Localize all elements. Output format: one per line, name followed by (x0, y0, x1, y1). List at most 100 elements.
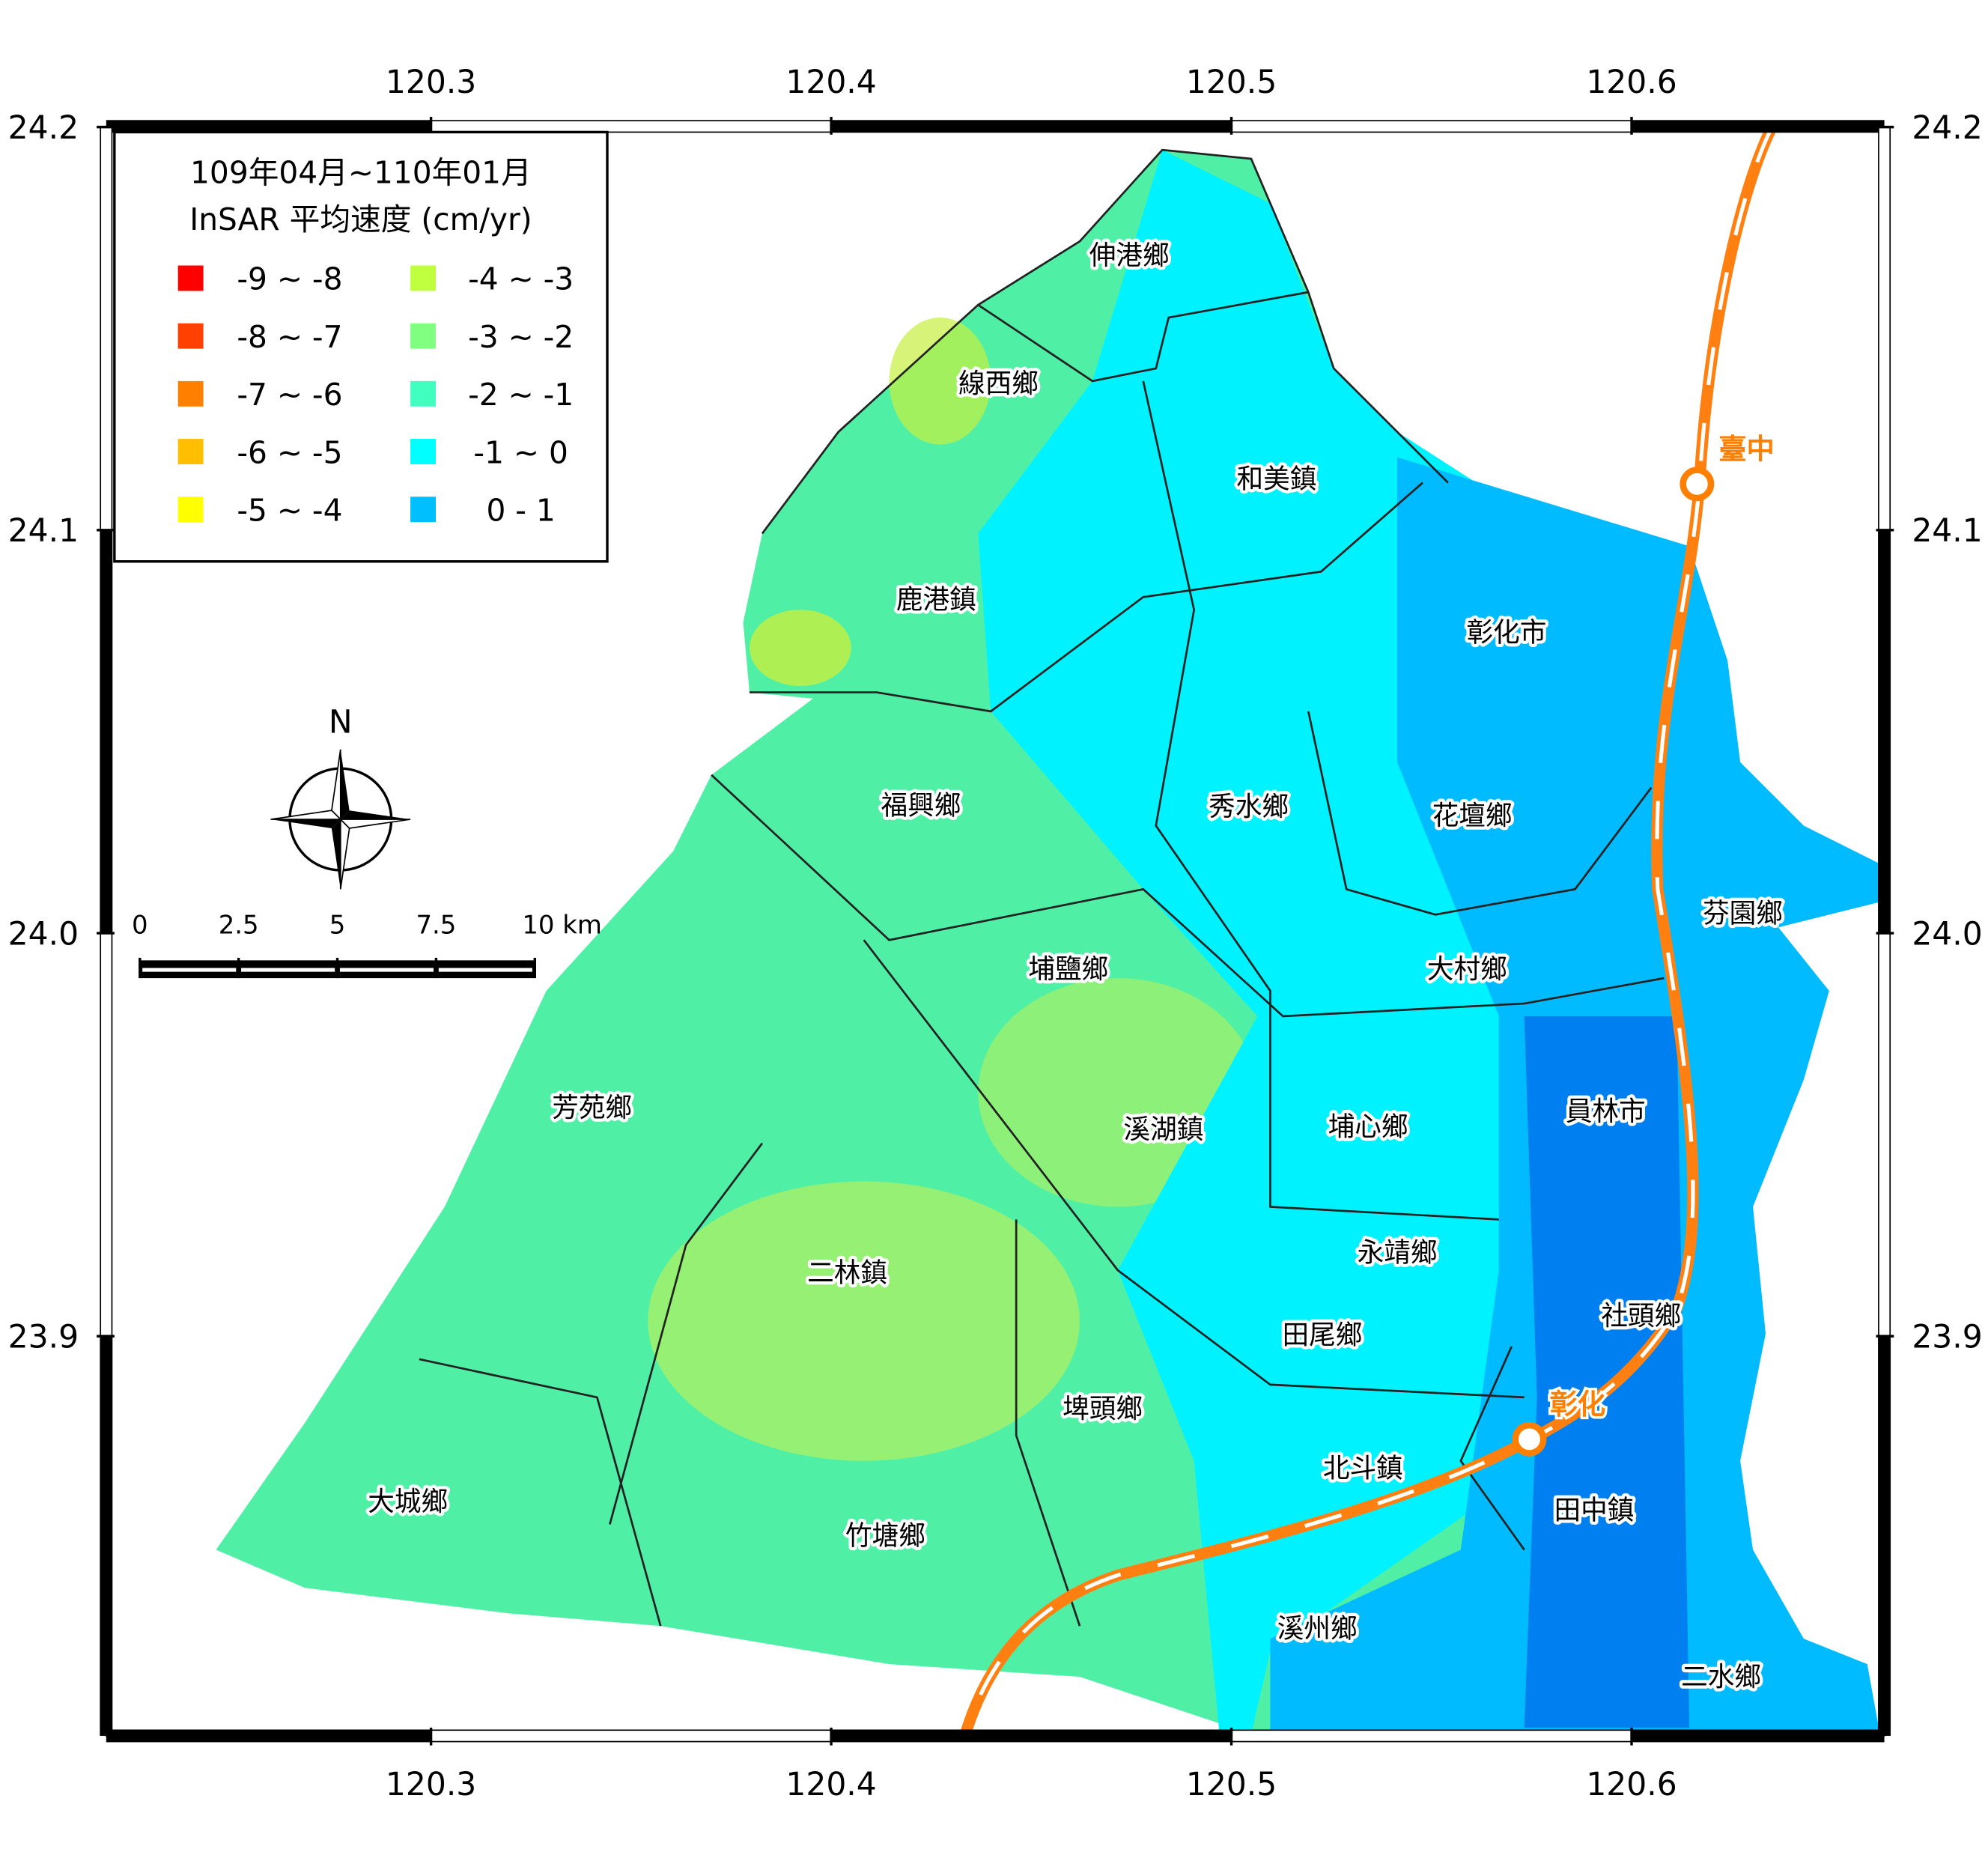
legend-swatch (410, 439, 436, 464)
station-label: 彰化 (1550, 1388, 1606, 1421)
frame-band (1878, 1335, 1891, 1736)
town-boundary (609, 1142, 764, 1525)
town-boundary (1015, 1219, 1081, 1627)
station-marker (1680, 467, 1715, 502)
compass-needle (270, 819, 341, 828)
compass-needle (331, 749, 341, 822)
legend-swatch (177, 439, 204, 464)
legend-swatch (410, 265, 436, 291)
compass-needle (340, 749, 350, 820)
town-label: 和美鎮 (1236, 464, 1316, 494)
y-tick-label: 24.0 (1912, 915, 1982, 952)
legend-label: -2 ~ -1 (468, 377, 574, 413)
zone-yellow-green (889, 318, 991, 445)
frame-band (1878, 126, 1891, 531)
legend-label: -7 ~ -6 (237, 377, 342, 413)
compass-needle (338, 819, 411, 829)
y-tick-label: 23.9 (8, 1319, 79, 1355)
compass-needle (331, 819, 341, 890)
legend-swatch (177, 323, 204, 349)
town-label: 溪州鄉 (1277, 1613, 1358, 1644)
frame-band (1230, 120, 1632, 133)
y-tick-label: 24.1 (1912, 512, 1982, 549)
railway-dash (963, 126, 1774, 1735)
frame-band (1878, 529, 1891, 934)
x-tick-label: 120.4 (785, 1766, 876, 1803)
x-tick-label: 120.5 (1186, 64, 1277, 100)
scale-segment (142, 968, 237, 972)
legend-label: -6 ~ -5 (237, 434, 342, 470)
town-label: 北斗鎮 (1323, 1454, 1403, 1484)
scale-label: 2.5 (219, 911, 259, 940)
frame-band (830, 1729, 1232, 1743)
town-label: 員林市 (1566, 1096, 1646, 1127)
town-label: 田中鎮 (1554, 1496, 1635, 1526)
legend-label: -3 ~ -2 (468, 319, 574, 355)
y-tick-label: 24.2 (1912, 109, 1982, 146)
legend-label: -9 ~ -8 (237, 261, 342, 297)
town-label: 社頭鄉 (1601, 1301, 1681, 1332)
frame: 120.3 120.3 120.4 120.4 120.5 120.5 120.6 120.6… (8, 64, 1983, 1803)
frame-band (1631, 1729, 1885, 1743)
scale-label: 5 (329, 911, 346, 940)
scale-label: 0 (132, 911, 148, 940)
town-label: 埔心鄉 (1328, 1111, 1408, 1142)
frame-band (100, 1335, 113, 1736)
town-label: 伸港鄉 (1089, 240, 1170, 271)
town-label: 竹塘鄉 (845, 1521, 925, 1552)
frame-band (100, 529, 113, 934)
x-tick-label: 120.3 (386, 64, 476, 100)
legend-swatch (410, 497, 436, 523)
legend-swatch (177, 497, 204, 523)
town-label: 永靖鄉 (1358, 1237, 1438, 1268)
town-label: 大村鄉 (1427, 954, 1507, 985)
legend-title: InSAR 平均速度 (cm/yr) (189, 201, 532, 237)
scale-segment (339, 968, 434, 972)
y-tick-label: 23.9 (1912, 1319, 1982, 1355)
x-tick-label: 120.6 (1586, 64, 1677, 100)
station-label: 臺中 (1718, 432, 1775, 465)
town-boundary (749, 482, 1423, 713)
frame-band (430, 120, 832, 133)
legend-swatch (177, 265, 204, 291)
scale-segment (241, 968, 335, 972)
town-label: 秀水鄉 (1209, 792, 1289, 822)
town-boundary (1459, 1346, 1525, 1551)
legend-swatch (410, 323, 436, 349)
town-label: 花壇鄉 (1432, 801, 1513, 831)
town-label: 二水鄉 (1681, 1662, 1761, 1692)
legend-label: 0 - 1 (486, 492, 555, 528)
north-arrow: N (270, 704, 411, 890)
legend-title: 109年04月~110年01月 (190, 154, 532, 190)
town-label: 芬園鄉 (1703, 898, 1783, 929)
legend-label: -1 ~ 0 (473, 434, 568, 470)
legend-label: -4 ~ -3 (468, 261, 574, 297)
town-boundary (1142, 380, 1499, 1221)
compass-needle (270, 810, 342, 820)
legend-label: -8 ~ -7 (237, 319, 342, 355)
town-boundary (1307, 711, 1653, 916)
frame-band (106, 1729, 432, 1743)
town-label: 溪湖鎮 (1124, 1114, 1204, 1145)
frame-band (100, 932, 113, 1338)
coast-boundary (761, 148, 1449, 535)
frame-band (430, 1729, 832, 1743)
frame-band (106, 120, 432, 133)
compass-needle (339, 818, 350, 890)
compass-needle (340, 810, 411, 820)
town-label: 埔鹽鄉 (1028, 954, 1108, 985)
town-boundary (419, 1358, 662, 1627)
scale-segment (438, 968, 532, 972)
scale-bar: 0 2.5 5 7.5 10 km (132, 911, 602, 979)
town-label: 芳苑鄉 (552, 1093, 632, 1123)
legend-swatch (410, 380, 436, 407)
town-label: 彰化市 (1467, 618, 1547, 649)
x-tick-label: 120.5 (1186, 1766, 1277, 1803)
x-tick-label: 120.3 (386, 1766, 476, 1803)
y-tick-label: 24.0 (8, 915, 79, 952)
north-label: N (329, 704, 353, 741)
y-tick-label: 24.1 (8, 512, 79, 549)
